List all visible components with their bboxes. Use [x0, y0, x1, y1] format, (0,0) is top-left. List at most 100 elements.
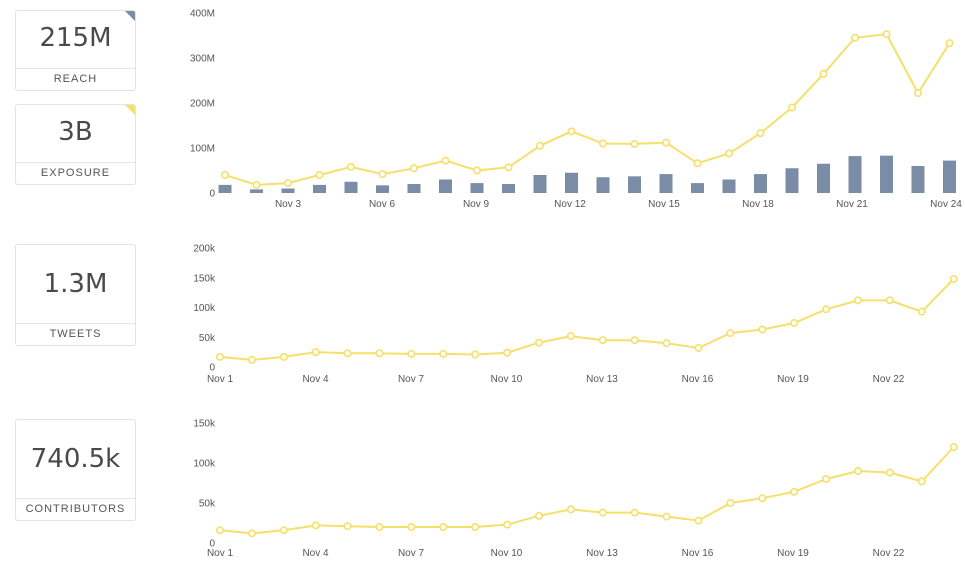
reach-bar — [659, 174, 673, 193]
reach-bar — [911, 166, 925, 193]
reach-bar — [754, 174, 767, 193]
reach-point — [661, 138, 670, 147]
reach-x-tick: Nov 15 — [648, 199, 680, 210]
reach-point — [945, 39, 954, 48]
tweets-point — [343, 349, 352, 358]
tweets-y-tick: 150k — [193, 273, 216, 284]
tweets-point — [566, 332, 575, 341]
tweets-x-tick: Nov 13 — [586, 374, 618, 385]
reach-bar — [628, 176, 641, 193]
tweets-line — [219, 278, 955, 361]
contributors-x-tick: Nov 16 — [682, 548, 714, 559]
tweets-value: 1.3M — [43, 269, 108, 299]
contributors-point — [343, 522, 352, 531]
reach-bar — [533, 175, 547, 193]
reach-point — [567, 127, 576, 136]
contributors-x-tick: Nov 4 — [302, 548, 329, 559]
reach-x-tick: Nov 21 — [836, 199, 868, 210]
tweets-point — [917, 307, 926, 316]
reach-bar — [880, 155, 893, 193]
reach-value: 215M — [39, 23, 112, 53]
tweets-y-tick: 200k — [193, 244, 216, 255]
tweets-point — [534, 338, 543, 347]
contributors-point — [598, 508, 607, 517]
tweets-x-tick: Nov 10 — [491, 374, 523, 385]
contributors-point — [790, 487, 799, 496]
contributors-x-tick: Nov 7 — [398, 548, 425, 559]
reach-point — [378, 170, 387, 179]
tweets-point — [503, 348, 512, 357]
reach-bar — [691, 183, 704, 193]
reach-x-tick: Nov 24 — [930, 199, 962, 210]
contributors-point — [471, 522, 480, 531]
reach-bar — [596, 177, 610, 193]
reach-point — [724, 149, 733, 158]
reach-bar — [344, 181, 358, 193]
contributors-x-tick: Nov 19 — [777, 548, 809, 559]
contributors-point — [407, 522, 416, 531]
reach-point — [756, 129, 765, 138]
contributors-point — [726, 498, 735, 507]
tweets-point — [375, 349, 384, 358]
contributors-x-tick: Nov 1 — [207, 548, 234, 559]
tweets-y-tick: 100k — [193, 303, 216, 314]
reach-point — [535, 141, 544, 150]
reach-x-tick: Nov 9 — [463, 199, 490, 210]
contributors-label: CONTRIBUTORS — [16, 498, 135, 520]
reach-bar — [376, 185, 389, 193]
reach-bar — [785, 168, 799, 193]
tweets-x-tick: Nov 19 — [777, 374, 809, 385]
contributors-y-tick: 50k — [199, 499, 216, 510]
contributors-point — [311, 521, 320, 530]
reach-bar — [439, 179, 452, 193]
reach-card: 215M REACH — [15, 10, 136, 91]
contributors-point — [534, 511, 543, 520]
reach-point — [850, 33, 859, 42]
contributors-point — [822, 474, 831, 483]
reach-y-tick: 0 — [209, 189, 215, 200]
tweets-point — [279, 352, 288, 361]
reach-point — [472, 166, 481, 175]
reach-label: REACH — [16, 68, 135, 90]
tweets-x-tick: Nov 7 — [398, 374, 425, 385]
reach-bar — [502, 184, 515, 193]
reach-point — [409, 164, 418, 173]
reach-y-tick: 400M — [190, 9, 215, 20]
reach-bar — [407, 184, 421, 193]
contributors-x-tick: Nov 13 — [586, 548, 618, 559]
contributors-point — [662, 512, 671, 521]
tweets-point — [216, 352, 225, 361]
reach-point — [283, 179, 292, 188]
tweets-point — [311, 348, 320, 357]
reach-x-tick: Nov 12 — [554, 199, 586, 210]
contributors-point — [694, 516, 703, 525]
reach-bar — [313, 184, 326, 193]
contributors-point — [949, 442, 958, 451]
contributors-point — [375, 522, 384, 531]
tweets-point — [598, 336, 607, 345]
reach-bar — [565, 172, 578, 193]
tweets-point — [407, 349, 416, 358]
reach-y-tick: 200M — [190, 99, 215, 110]
contributors-x-tick: Nov 22 — [873, 548, 905, 559]
tweets-point — [885, 296, 894, 305]
reach-point — [913, 89, 922, 98]
contributors-point — [758, 494, 767, 503]
reach-point — [504, 163, 513, 172]
reach-x-tick: Nov 6 — [369, 199, 396, 210]
contributors-point — [853, 466, 862, 475]
reach-bar — [218, 184, 232, 193]
reach-x-tick: Nov 3 — [275, 199, 302, 210]
reach-point — [630, 139, 639, 148]
contributors-x-tick: Nov 10 — [491, 548, 523, 559]
reach-x-tick: Nov 18 — [742, 199, 774, 210]
contributors-y-tick: 150k — [193, 419, 216, 430]
tweets-x-tick: Nov 4 — [302, 374, 329, 385]
contributors-y-tick: 0 — [209, 539, 215, 550]
tweets-point — [949, 274, 958, 283]
contributors-point — [279, 526, 288, 535]
contributors-line — [219, 446, 955, 535]
reach-bar — [281, 188, 295, 193]
exposure-card: 3B EXPOSURE — [15, 104, 136, 185]
tweets-x-tick: Nov 22 — [873, 374, 905, 385]
